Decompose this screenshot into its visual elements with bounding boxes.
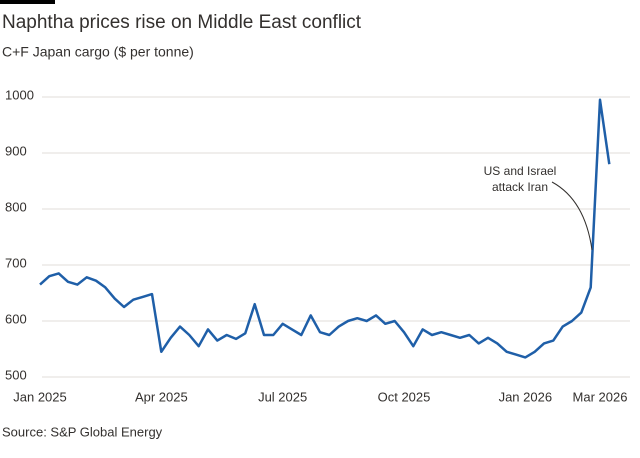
series-line [39, 98, 611, 359]
x-tick-label: Oct 2025 [378, 389, 431, 404]
x-tick-label: Jan 2026 [499, 389, 553, 404]
y-tick-label: 900 [5, 143, 27, 158]
y-tick-label: 1000 [5, 87, 34, 102]
x-tick-label: Jan 2025 [13, 389, 67, 404]
x-tick-label: Jul 2025 [258, 389, 307, 404]
y-tick-label: 600 [5, 311, 27, 326]
x-tick-label: Apr 2025 [135, 389, 188, 404]
chart-subtitle: C+F Japan cargo ($ per tonne) [2, 44, 194, 60]
source: Source: S&P Global Energy [2, 424, 163, 439]
annotation-line: US and Israel [484, 164, 557, 178]
annotation-connector [551, 181, 593, 251]
brand-bar [0, 0, 55, 4]
y-tick-label: 500 [5, 367, 27, 382]
x-tick-label: Mar 2026 [573, 389, 628, 404]
chart-title: Naphtha prices rise on Middle East confl… [2, 12, 362, 33]
y-tick-label: 700 [5, 255, 27, 270]
annotation-line: attack Iran [492, 180, 548, 194]
plot-area: 500 600 700 800 900 1000 Jan 2025 Apr 2025 Jul 2… [5, 87, 630, 404]
y-tick-label: 800 [5, 199, 27, 214]
